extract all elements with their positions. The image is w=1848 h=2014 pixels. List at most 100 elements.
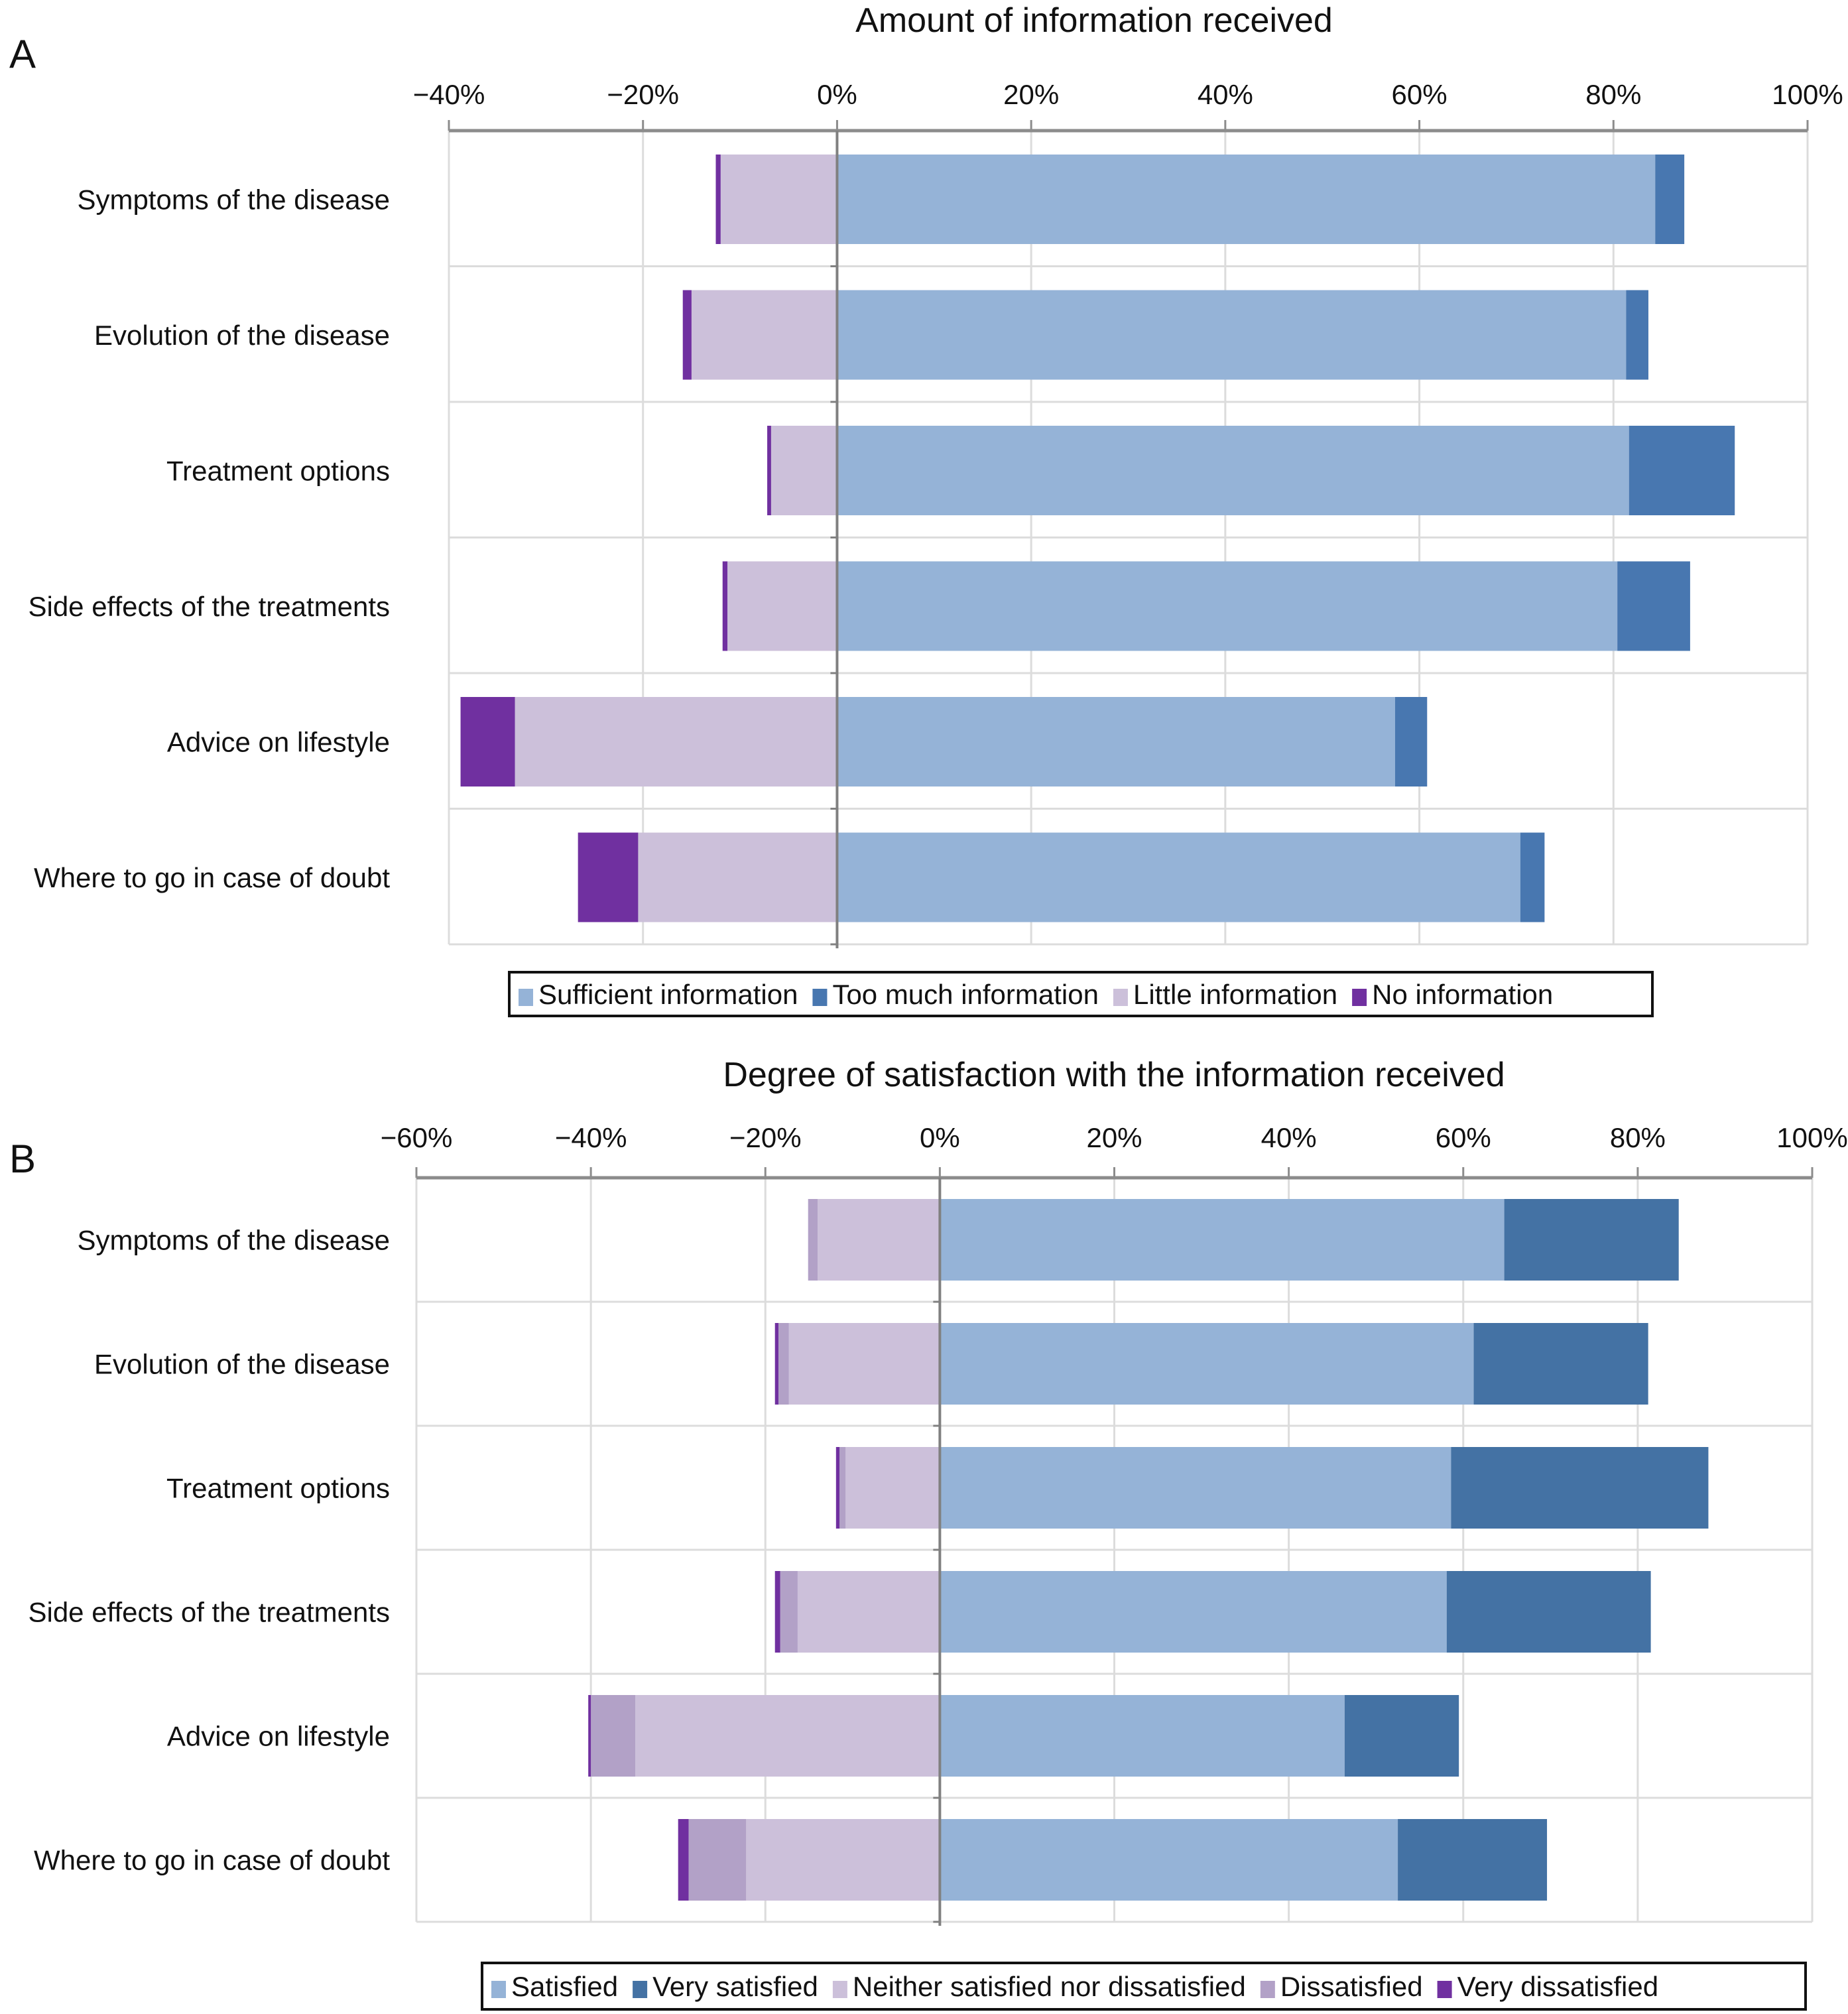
bar-segment xyxy=(839,1447,846,1529)
legend-label: Neither satisfied nor dissatisfied xyxy=(853,1971,1246,2002)
x-tick-label: 20% xyxy=(1086,1122,1142,1153)
x-tick-label: −40% xyxy=(413,79,485,110)
legend-box xyxy=(508,971,1654,1017)
bar-segment xyxy=(940,1447,1451,1529)
legend-label: Little information xyxy=(1133,979,1337,1010)
bar-segment xyxy=(767,426,771,515)
bar-segment xyxy=(1446,1571,1651,1653)
bar-segment xyxy=(678,1819,689,1901)
category-label: Symptoms of the disease xyxy=(77,1225,390,1256)
x-tick-label: 20% xyxy=(1003,79,1059,110)
bar-segment xyxy=(1473,1323,1648,1405)
legend-a: Sufficient information Too much informati… xyxy=(508,971,1654,1017)
bar-segment xyxy=(778,1323,789,1405)
bar-segment xyxy=(1504,1199,1679,1281)
bar-segment xyxy=(1344,1695,1459,1777)
legend-swatch xyxy=(633,1981,648,1998)
legend-swatch xyxy=(832,1981,847,1998)
bar-segment xyxy=(818,1199,940,1281)
bar-segment xyxy=(635,1695,940,1777)
bar-segment xyxy=(797,1571,940,1653)
bar-segment xyxy=(837,561,1618,651)
legend-swatch xyxy=(1437,1981,1452,1998)
chart-title-b: Degree of satisfaction with the informat… xyxy=(723,1056,1505,1094)
bar-segment xyxy=(1626,290,1648,380)
category-label: Evolution of the disease xyxy=(94,1349,390,1380)
bar-segment xyxy=(788,1323,940,1405)
category-label: Symptoms of the disease xyxy=(77,184,390,216)
bar-segment xyxy=(837,697,1395,787)
category-labels-b: Symptoms of the disease Evolution of the … xyxy=(28,1225,390,1876)
bar-segment xyxy=(1398,1819,1548,1901)
bars-a xyxy=(460,155,1735,922)
x-tick-labels-b: −60% −40% −20% 0% 20% 40% 60% 80% 100% xyxy=(381,1122,1848,1153)
bar-segment xyxy=(515,697,837,787)
category-label: Treatment options xyxy=(166,456,390,487)
category-label: Evolution of the disease xyxy=(94,320,390,351)
bar-segment xyxy=(1617,561,1690,651)
bar-segment xyxy=(1451,1447,1709,1529)
category-label: Where to go in case of doubt xyxy=(34,1845,390,1876)
x-tick-label: −20% xyxy=(729,1122,802,1153)
legend-swatch xyxy=(1352,989,1367,1006)
bar-segment xyxy=(688,1819,747,1901)
bar-segment xyxy=(722,561,728,651)
bar-segment xyxy=(1520,832,1545,922)
bar-segment xyxy=(837,426,1629,515)
x-tick-label: −40% xyxy=(555,1122,627,1153)
legend-b: Satisfied Very satisfied Neither satisfied… xyxy=(481,1962,1807,2011)
x-axis-b xyxy=(415,1167,1814,1926)
panel-label-b: B xyxy=(9,1137,36,1181)
bar-segment xyxy=(940,1323,1474,1405)
x-tick-label: 60% xyxy=(1392,79,1448,110)
bar-segment xyxy=(578,832,639,922)
bar-segment xyxy=(835,1447,840,1529)
legend-label: Too much information xyxy=(832,979,1099,1010)
gridlines-b xyxy=(415,1178,1814,1923)
x-tick-label: −20% xyxy=(607,79,679,110)
legend-swatch xyxy=(519,989,533,1006)
x-tick-label: 40% xyxy=(1261,1122,1317,1153)
gridlines-a xyxy=(448,131,1809,946)
bar-segment xyxy=(770,426,837,515)
x-tick-label: 40% xyxy=(1198,79,1253,110)
chart-title-a: Amount of information received xyxy=(855,1,1333,40)
bar-segment xyxy=(774,1571,780,1653)
x-tick-label: 0% xyxy=(817,79,857,110)
x-tick-label: 0% xyxy=(920,1122,960,1153)
legend-label: Satisfied xyxy=(511,1971,618,2002)
chart-panel-a: A Amount of information received −40% −20… xyxy=(9,1,1843,1017)
legend-swatch xyxy=(1260,1981,1275,1998)
x-tick-labels-a: −40% −20% 0% 20% 40% 60% 80% 100% xyxy=(413,79,1843,110)
x-tick-label: 80% xyxy=(1610,1122,1666,1153)
x-tick-label: 60% xyxy=(1436,1122,1491,1153)
category-label: Advice on lifestyle xyxy=(167,727,390,758)
category-label: Where to go in case of doubt xyxy=(34,862,390,893)
bar-segment xyxy=(774,1323,778,1405)
bar-segment xyxy=(808,1199,818,1281)
x-tick-label: −60% xyxy=(381,1122,453,1153)
bar-segment xyxy=(727,561,837,651)
bar-segment xyxy=(940,1695,1345,1777)
category-label: Side effects of the treatments xyxy=(28,591,390,622)
bar-segment xyxy=(837,832,1520,922)
bar-segment xyxy=(1655,155,1685,244)
bar-segment xyxy=(837,290,1627,380)
bar-segment xyxy=(940,1571,1447,1653)
legend-swatch xyxy=(812,989,828,1006)
bar-segment xyxy=(720,155,837,244)
chart-panel-b: B Degree of satisfaction with the inform… xyxy=(9,1056,1848,2011)
x-tick-label: 100% xyxy=(1776,1122,1847,1153)
legend-label: No information xyxy=(1372,979,1553,1010)
bar-segment xyxy=(940,1199,1505,1281)
bar-segment xyxy=(715,155,721,244)
category-label: Advice on lifestyle xyxy=(167,1721,390,1752)
bar-segment xyxy=(1394,697,1428,787)
legend-box xyxy=(481,1962,1807,2011)
bar-segment xyxy=(682,290,692,380)
bar-segment xyxy=(591,1695,636,1777)
bar-segment xyxy=(1629,426,1735,515)
bar-segment xyxy=(746,1819,940,1901)
legend-label: Sufficient information xyxy=(538,979,798,1010)
category-label: Treatment options xyxy=(166,1473,390,1504)
